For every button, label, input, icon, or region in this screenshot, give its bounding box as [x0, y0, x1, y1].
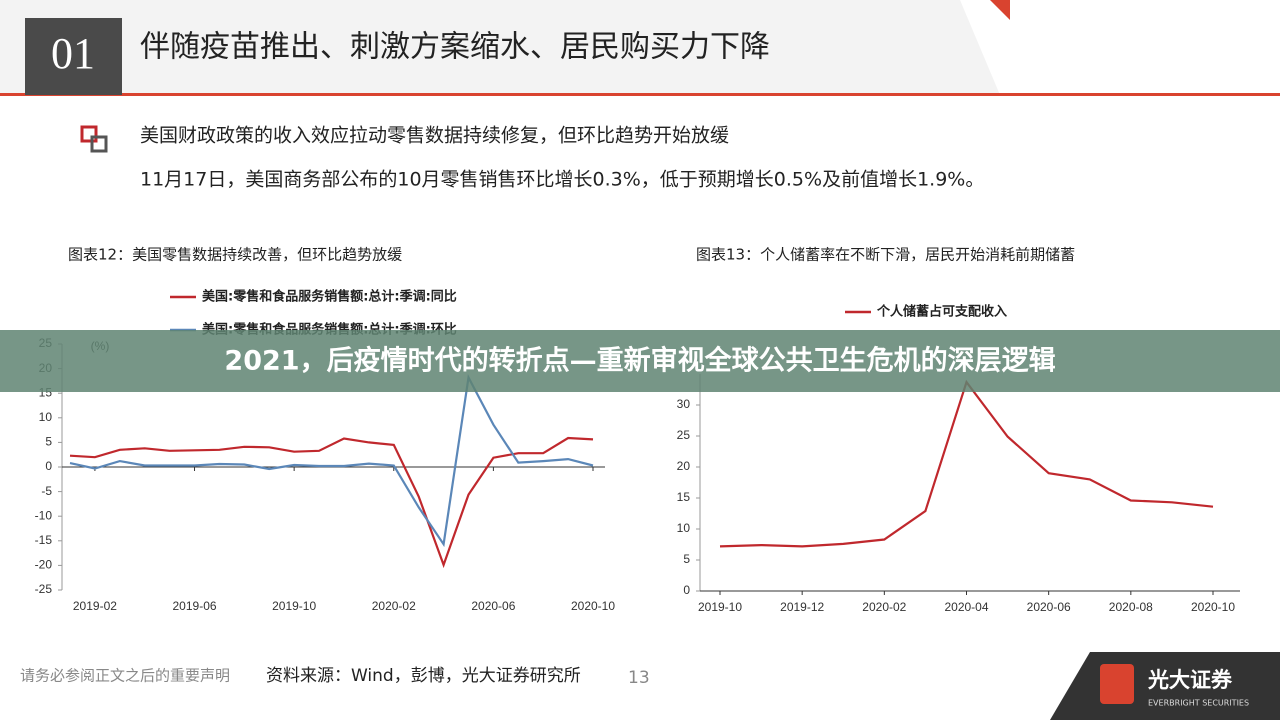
y-tick-label: 15: [677, 490, 691, 504]
chart-title: 图表12：美国零售数据持续改善，但环比趋势放缓: [68, 246, 402, 264]
y-tick-label: -5: [41, 484, 52, 498]
header-rule: [0, 93, 1280, 96]
x-tick-label: 2020-10: [571, 599, 615, 613]
header-corner: [960, 0, 1280, 95]
y-tick-label: 20: [677, 459, 691, 473]
charts: 图表12：美国零售数据持续改善，但环比趋势放缓(%)-25-20-15-10-5…: [35, 246, 1240, 614]
banner-text: 2021，后疫情时代的转折点—重新审视全球公共卫生危机的深层逻辑: [224, 345, 1055, 377]
x-tick-label: 2019-10: [698, 600, 742, 614]
y-tick-label: -20: [35, 558, 53, 572]
x-tick-label: 2020-06: [1027, 600, 1071, 614]
x-tick-label: 2020-02: [372, 599, 416, 613]
y-tick-label: 5: [683, 552, 690, 566]
y-tick-label: -10: [35, 508, 53, 522]
y-tick-label: 5: [45, 435, 52, 449]
x-tick-label: 2019-12: [780, 600, 824, 614]
series-line: [719, 379, 1214, 548]
y-tick-label: 10: [39, 410, 53, 424]
y-tick-label: 0: [45, 459, 52, 473]
header-stripe: [990, 0, 1010, 20]
logo-en: EVERBRIGHT SECURITIES: [1148, 699, 1249, 708]
x-tick-label: 2020-10: [1191, 600, 1235, 614]
chart-title: 图表13：个人储蓄率在不断下滑，居民开始消耗前期储蓄: [696, 246, 1075, 264]
y-tick-label: -15: [35, 533, 53, 547]
y-tick-label: 0: [683, 583, 690, 597]
source: 资料来源：Wind，彭博，光大证券研究所: [266, 666, 581, 686]
series-line: [69, 436, 594, 569]
series-line: [69, 374, 594, 548]
x-tick-label: 2020-08: [1109, 600, 1153, 614]
disclaimer: 请务必参阅正文之后的重要声明: [20, 667, 230, 685]
x-tick-label: 2019-10: [272, 599, 316, 613]
logo-mark: [1100, 664, 1134, 704]
y-tick-label: 30: [677, 397, 691, 411]
number-box: [25, 18, 122, 95]
page-number: 13: [628, 668, 650, 688]
header-title: 伴随疫苗推出、刺激方案缩水、居民购买力下降: [140, 30, 770, 65]
x-tick-label: 2020-04: [944, 600, 988, 614]
bullet-text: 11月17日，美国商务部公布的10月零售销售环比增长0.3%，低于预期增长0.5…: [140, 169, 984, 191]
y-tick-label: -25: [35, 582, 53, 596]
legend-label: 个人储蓄占可支配收入: [876, 304, 1007, 320]
header-number: 01: [51, 29, 95, 78]
x-tick-label: 2019-02: [73, 599, 117, 613]
logo-text: 光大证券: [1147, 668, 1233, 692]
x-tick-label: 2020-02: [862, 600, 906, 614]
bullet-icon: [90, 135, 108, 153]
bullet-heading: 美国财政政策的收入效应拉动零售数据持续修复，但环比趋势开始放缓: [140, 125, 729, 147]
x-tick-label: 2020-06: [471, 599, 515, 613]
x-tick-label: 2019-06: [173, 599, 217, 613]
y-tick-label: 25: [677, 428, 691, 442]
banner-band: [0, 330, 1280, 392]
y-tick-label: 10: [677, 521, 691, 535]
bullet-icon: [80, 125, 98, 143]
legend-label: 美国:零售和食品服务销售额:总计:季调:同比: [202, 289, 457, 305]
